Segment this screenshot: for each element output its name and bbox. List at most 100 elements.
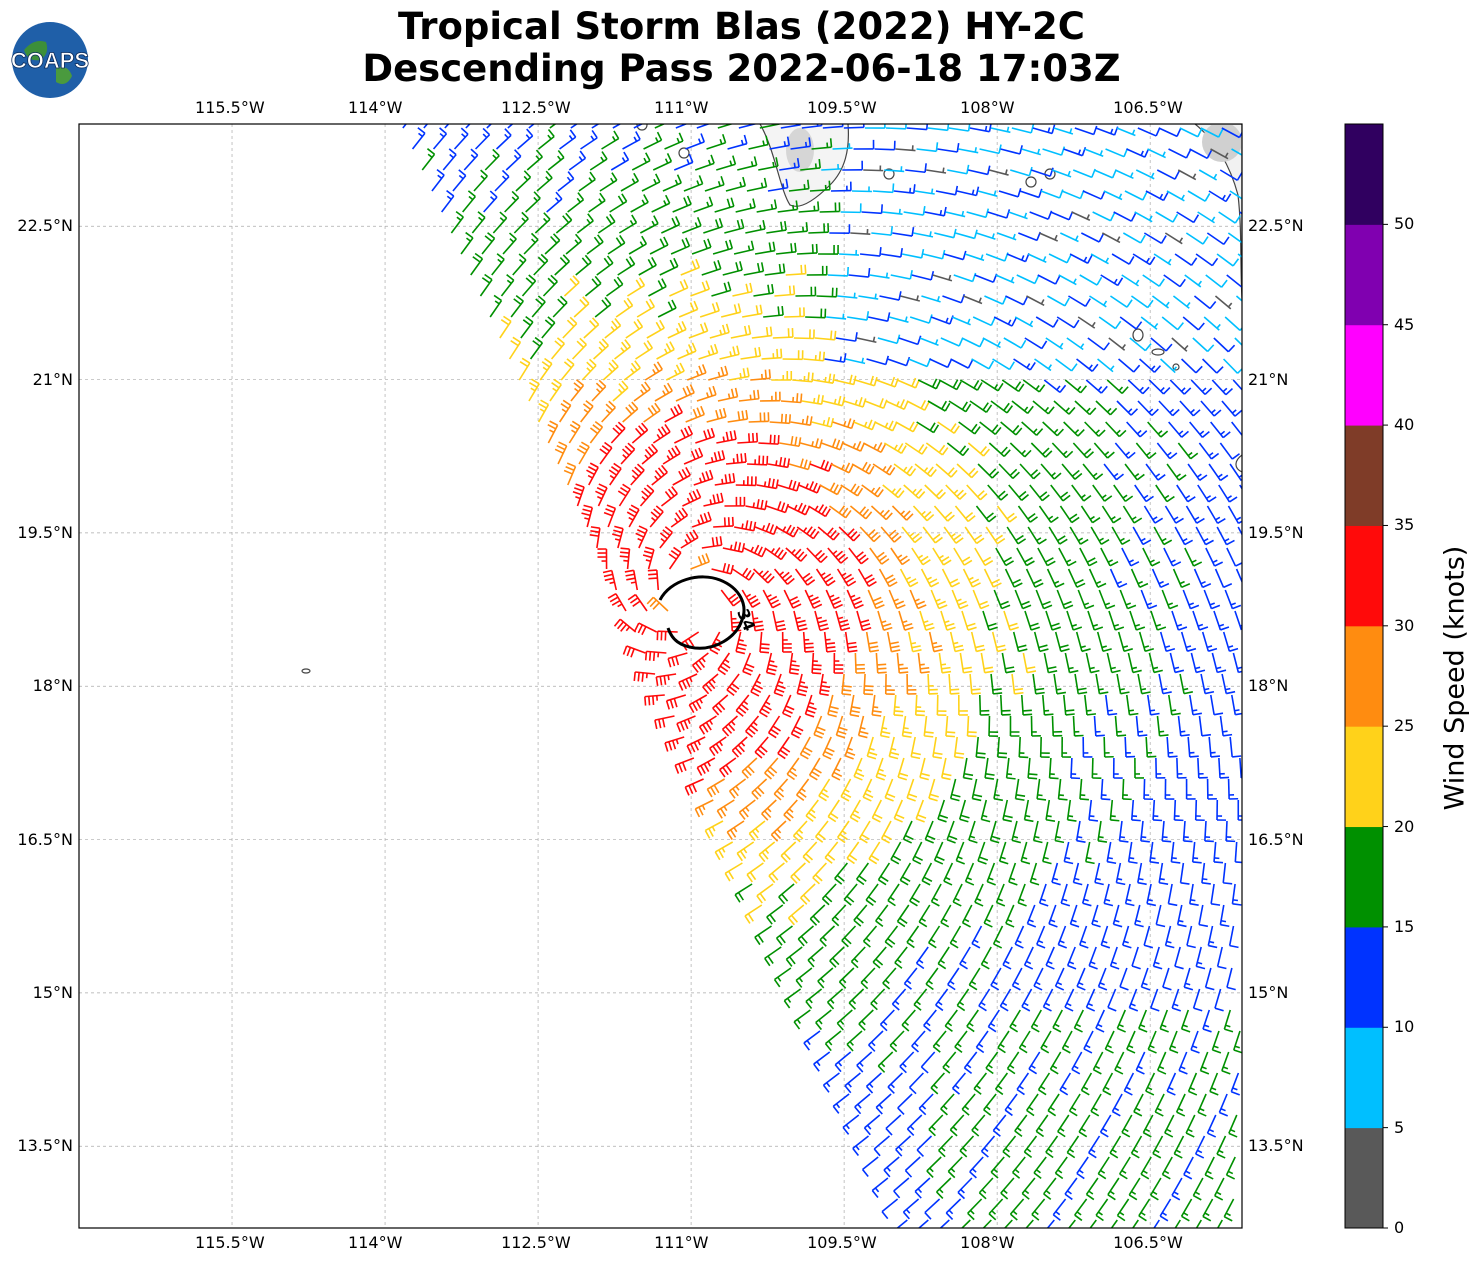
wind-barb xyxy=(1174,1219,1181,1228)
wind-barb xyxy=(815,1009,832,1031)
lat-tick-label-left: 13.5°N xyxy=(17,1136,73,1156)
colorbar-bin xyxy=(1345,826,1383,928)
wind-barb xyxy=(896,1219,908,1228)
wind-barb xyxy=(959,379,983,391)
wind-barb xyxy=(767,715,781,739)
wind-barb xyxy=(893,1177,910,1199)
wind-barb xyxy=(1114,715,1127,737)
wind-barb xyxy=(841,673,852,696)
wind-barb xyxy=(927,124,950,132)
wind-barb xyxy=(966,484,988,501)
lat-tick-label-left: 15°N xyxy=(32,982,73,1002)
wind-barb xyxy=(1145,1072,1156,1096)
wind-barb xyxy=(716,155,737,171)
wind-barb xyxy=(1061,463,1083,480)
wind-barb xyxy=(683,447,704,465)
wind-barb xyxy=(1176,484,1196,503)
lon-tick-label-top: 111°W xyxy=(654,98,709,117)
wind-barb xyxy=(772,610,787,632)
wind-barb xyxy=(982,337,1001,349)
wind-barb xyxy=(693,469,714,486)
wind-barb xyxy=(1111,526,1131,546)
wind-barb xyxy=(633,381,651,402)
wind-barb xyxy=(773,967,792,988)
wind-barb xyxy=(815,568,836,587)
wind-barb xyxy=(772,328,794,339)
wind-barb xyxy=(1051,715,1063,737)
wind-barb xyxy=(1216,946,1227,970)
wind-barb xyxy=(995,547,1014,567)
wind-barb xyxy=(787,904,805,926)
wind-barb xyxy=(865,883,879,907)
wind-barb xyxy=(940,904,952,928)
wind-barb xyxy=(1214,988,1224,1012)
wind-barb xyxy=(586,234,604,255)
wind-barb xyxy=(1179,127,1203,138)
wind-barb xyxy=(801,394,824,405)
wind-barb xyxy=(1193,568,1212,589)
wind-barb xyxy=(654,382,673,402)
wind-barb xyxy=(704,820,724,839)
wind-barb xyxy=(743,544,767,558)
wind-barb xyxy=(761,799,777,821)
wind-barb xyxy=(1016,1072,1030,1096)
wind-barb xyxy=(798,481,822,494)
wind-barb xyxy=(862,442,886,454)
wind-barb xyxy=(775,925,793,946)
wind-barb xyxy=(1158,400,1180,417)
wind-barb xyxy=(875,1093,892,1115)
wind-barb xyxy=(1225,820,1236,843)
wind-barb xyxy=(959,652,973,674)
wind-barb xyxy=(831,757,843,781)
wind-barb xyxy=(703,492,724,507)
wind-barb xyxy=(1093,442,1115,459)
wind-barb xyxy=(902,1198,920,1220)
wind-barb xyxy=(626,504,640,528)
wind-barb xyxy=(588,192,606,213)
wind-barb xyxy=(537,399,550,423)
wind-barb xyxy=(1009,1009,1021,1033)
wind-barb xyxy=(602,569,618,591)
wind-barb xyxy=(1039,736,1050,759)
wind-barb xyxy=(899,1051,915,1074)
wind-barb xyxy=(1058,274,1077,286)
wind-barb xyxy=(1208,190,1232,203)
wind-barb xyxy=(612,525,624,549)
wind-barb xyxy=(1000,421,1023,436)
lat-tick-label-left: 19.5°N xyxy=(17,522,73,542)
wind-barb xyxy=(1140,589,1158,610)
wind-barb xyxy=(1115,862,1126,886)
wind-barb xyxy=(1176,757,1187,779)
wind-barb xyxy=(719,757,737,778)
logo-text: COAPS xyxy=(11,48,89,73)
wind-barb xyxy=(1218,211,1241,224)
wind-barb xyxy=(944,1009,958,1033)
wind-barb xyxy=(964,253,985,262)
wind-barb xyxy=(1132,253,1156,266)
wind-barb xyxy=(736,841,755,862)
wind-barb xyxy=(591,379,607,402)
wind-barb xyxy=(473,169,488,192)
wind-barb xyxy=(706,133,727,150)
wind-barb xyxy=(793,610,808,632)
wind-barb xyxy=(922,526,943,544)
wind-barb xyxy=(855,375,878,387)
wind-barb xyxy=(1153,1219,1160,1228)
wind-barb xyxy=(850,228,871,235)
wind-barb xyxy=(724,218,745,234)
wind-barb xyxy=(620,442,636,465)
wind-barb xyxy=(937,142,960,153)
wind-barb xyxy=(1209,1072,1219,1096)
wind-barb xyxy=(875,904,889,928)
wind-barb xyxy=(1109,946,1120,970)
wind-barb xyxy=(731,736,748,758)
wind-barb xyxy=(1164,1114,1175,1138)
wind-barb xyxy=(1079,274,1103,286)
wind-barb xyxy=(1064,1177,1078,1201)
wind-barb xyxy=(1054,631,1070,653)
wind-barb xyxy=(1145,463,1166,481)
wind-barb xyxy=(1200,127,1224,138)
wind-barb xyxy=(1143,232,1167,244)
wind-barb xyxy=(714,197,735,213)
wind-barb xyxy=(717,652,731,676)
